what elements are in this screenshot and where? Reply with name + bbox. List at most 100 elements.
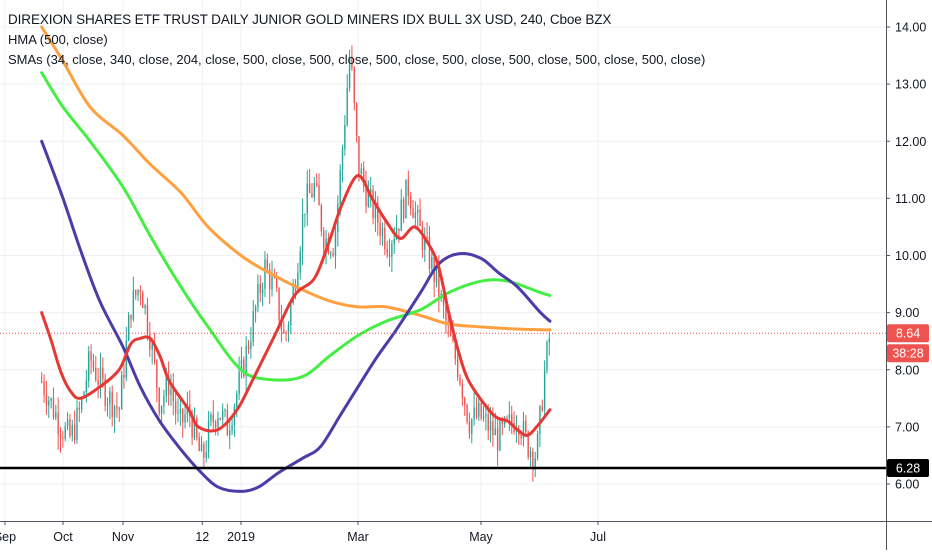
price-bar-body xyxy=(247,345,250,349)
price-bar-body xyxy=(426,236,428,238)
price-bar-body xyxy=(243,359,245,377)
price-bar-body xyxy=(414,212,417,219)
price-bar-body xyxy=(144,305,146,309)
time-tick-label: 12 xyxy=(195,530,209,544)
horizontal-levels xyxy=(0,332,886,470)
price-bar-body xyxy=(193,417,196,438)
price-bar-body xyxy=(182,409,184,423)
price-bar-body xyxy=(285,333,287,335)
price-bar-body xyxy=(238,371,240,395)
price-bar-body xyxy=(294,286,297,292)
price-bar-body xyxy=(536,433,539,459)
price-bar-body xyxy=(511,414,513,424)
sma-34-line xyxy=(40,139,552,493)
price-bar-body xyxy=(480,402,482,419)
price-bars xyxy=(41,45,551,482)
price-bar-body xyxy=(257,284,259,307)
price-bar-body xyxy=(313,182,316,198)
price-bar-body xyxy=(212,414,214,423)
price-bar-body xyxy=(330,253,332,255)
last-price-label-badge xyxy=(887,324,929,343)
price-bar-body xyxy=(59,434,62,438)
price-bar-body xyxy=(76,407,78,441)
price-bar-body xyxy=(384,228,386,250)
price-bar-body xyxy=(125,340,128,378)
price-bar-body xyxy=(428,236,431,269)
price-bar-body xyxy=(172,388,175,401)
price-bar-body xyxy=(501,421,504,425)
price-bar-body xyxy=(370,189,372,193)
price-bar-body xyxy=(379,223,381,237)
price-bar-body xyxy=(62,437,64,439)
price-bar-body xyxy=(174,400,177,414)
price-bar-body xyxy=(80,398,83,410)
price-bar-body xyxy=(264,259,266,289)
time-tick-label: Oct xyxy=(53,530,73,544)
price-bar-body xyxy=(191,415,193,438)
price-bar-body xyxy=(283,329,285,334)
price-bar-body xyxy=(113,406,116,418)
price-bar-body xyxy=(539,406,541,434)
hma-legend-label[interactable]: HMA (500, close) xyxy=(8,32,108,47)
chart-title[interactable]: DIREXION SHARES ETF TRUST DAILY JUNIOR G… xyxy=(8,12,612,27)
price-bar-body xyxy=(494,428,496,436)
price-bar-body xyxy=(254,306,257,312)
price-bar-body xyxy=(381,228,384,237)
price-bar-body xyxy=(461,383,464,399)
price-bar-body xyxy=(311,192,313,198)
price-bar-body xyxy=(66,419,69,427)
price-bar-body xyxy=(198,437,200,452)
price-bar-body xyxy=(489,421,492,431)
price-bar-body xyxy=(440,293,442,297)
price-bar-body xyxy=(548,338,551,343)
price-bar-body xyxy=(132,290,135,320)
price-bar-body xyxy=(95,367,97,381)
price-bar-body xyxy=(456,358,459,377)
price-bar-body xyxy=(120,375,123,410)
price-bar-body xyxy=(50,398,52,401)
price-bar-body xyxy=(412,207,414,219)
price-tick-label: 10.00 xyxy=(895,249,926,263)
price-bar-body xyxy=(346,88,348,125)
price-bar-body xyxy=(90,351,92,361)
price-bar-body xyxy=(43,381,45,395)
price-bar-body xyxy=(499,421,501,451)
price-bar-body xyxy=(374,202,377,219)
price-bar-body xyxy=(48,400,50,406)
bar-countdown-label: 38:28 xyxy=(892,347,923,361)
hma-line xyxy=(40,174,552,437)
price-bar-body xyxy=(167,375,170,395)
price-bar-body xyxy=(468,421,471,434)
price-tick-label: 8.00 xyxy=(895,363,919,377)
price-bar-body xyxy=(506,417,508,419)
price-bar-body xyxy=(424,236,426,250)
smas-legend-label[interactable]: SMAs (34, close, 340, close, 204, close,… xyxy=(8,52,706,67)
price-bar-body xyxy=(464,398,466,405)
price-tick-label: 14.00 xyxy=(895,21,926,35)
price-bar-body xyxy=(529,451,532,458)
price-bar-body xyxy=(421,226,424,250)
price-bar-body xyxy=(78,407,81,410)
price-bar-body xyxy=(325,238,327,250)
price-bar-body xyxy=(278,287,280,321)
price-bar-body xyxy=(297,272,299,292)
price-bar-body xyxy=(151,342,153,350)
price-bar-body xyxy=(487,414,489,431)
price-bar-body xyxy=(179,409,182,413)
price-bar-body xyxy=(276,277,278,288)
price-bar-body xyxy=(123,375,125,378)
price-bar-body xyxy=(203,444,205,458)
price-bar-body xyxy=(233,407,236,426)
price-bar-body xyxy=(137,289,139,296)
price-bar-body xyxy=(158,388,160,414)
price-bar-body xyxy=(236,394,238,408)
price-bar-body xyxy=(365,183,367,207)
price-bar-body xyxy=(400,199,402,231)
price-bar-body xyxy=(534,458,536,467)
price-bar-body xyxy=(532,451,534,467)
price-bar-body xyxy=(508,414,511,419)
price-bar-body xyxy=(109,391,111,404)
indicator-lines xyxy=(40,25,552,493)
